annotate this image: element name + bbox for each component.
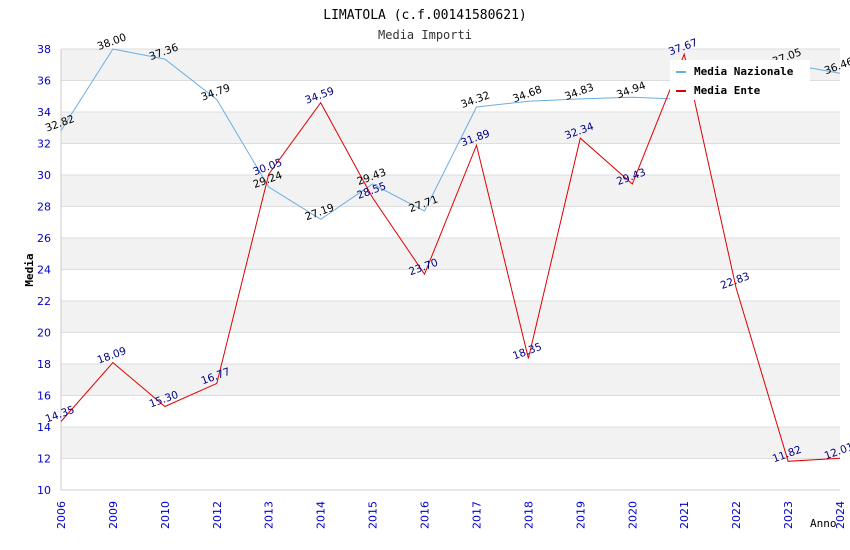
band-18	[61, 332, 840, 364]
y-tick-label-16: 16	[37, 390, 51, 403]
legend-label-ente: Media Ente	[694, 84, 761, 97]
x-tick-label-2023: 2023	[782, 501, 795, 529]
x-tick-label-2014: 2014	[315, 501, 328, 529]
series-line-ente	[60, 52, 841, 462]
y-tick-label-10: 10	[37, 484, 51, 497]
band-20	[61, 301, 840, 333]
y-tick-label-14: 14	[37, 421, 51, 434]
legend-label-nazionale: Media Nazionale	[694, 65, 794, 78]
x-tick-label-2022: 2022	[730, 501, 743, 529]
y-tick-label-22: 22	[37, 295, 51, 308]
x-tick-label-2016: 2016	[419, 501, 432, 529]
y-tick-label-12: 12	[37, 453, 51, 466]
y-tick-label-18: 18	[37, 358, 51, 371]
y-axis-ticks: 10 12 14 16 18 20 22 24 26 28 30 32 34 36 38	[37, 43, 51, 497]
band-28	[61, 175, 840, 207]
x-tick-label-2018: 2018	[522, 501, 535, 529]
y-tick-label-28: 28	[37, 201, 51, 214]
x-tick-label-2010: 2010	[159, 501, 172, 529]
band-24	[61, 238, 840, 270]
band-16	[61, 364, 840, 396]
axes	[60, 49, 840, 491]
chart-title: LIMATOLA (c.f.00141580621)	[323, 8, 527, 23]
legend-box	[670, 60, 810, 100]
x-tick-label-2015: 2015	[367, 501, 380, 529]
y-axis-title: Media	[23, 253, 36, 286]
y-tick-label-24: 24	[37, 264, 51, 277]
x-tick-label-2024: 2024	[834, 501, 847, 529]
band-22	[61, 269, 840, 301]
y-tick-label-20: 20	[37, 327, 51, 340]
x-tick-label-2006: 2006	[55, 501, 68, 529]
series-lines	[60, 48, 841, 462]
x-axis-title: Anno	[810, 517, 837, 530]
background-bands	[61, 49, 840, 490]
y-tick-label-38: 38	[37, 43, 51, 56]
x-tick-label-2021: 2021	[678, 501, 691, 529]
band-26	[61, 206, 840, 238]
y-tick-label-36: 36	[37, 75, 51, 88]
y-tick-label-30: 30	[37, 169, 51, 182]
x-tick-label-2012: 2012	[211, 501, 224, 529]
x-tick-label-2020: 2020	[626, 501, 639, 529]
band-14	[61, 395, 840, 427]
x-tick-label-2019: 2019	[574, 501, 587, 529]
chart-subtitle: Media Importi	[378, 28, 472, 42]
band-12	[61, 427, 840, 459]
x-tick-label-2013: 2013	[263, 501, 276, 529]
x-tick-label-2017: 2017	[470, 501, 483, 529]
x-tick-label-2009: 2009	[107, 501, 120, 529]
x-axis-ticks: 2006 2009 2010 2012 2013 2014 2015 2016 2017 2018…	[55, 501, 847, 529]
band-32	[61, 112, 840, 144]
legend: Media Nazionale Media Ente	[670, 60, 810, 100]
y-tick-label-34: 34	[37, 106, 51, 119]
y-tick-label-32: 32	[37, 138, 51, 151]
band-10	[61, 458, 840, 490]
y-tick-label-26: 26	[37, 232, 51, 245]
